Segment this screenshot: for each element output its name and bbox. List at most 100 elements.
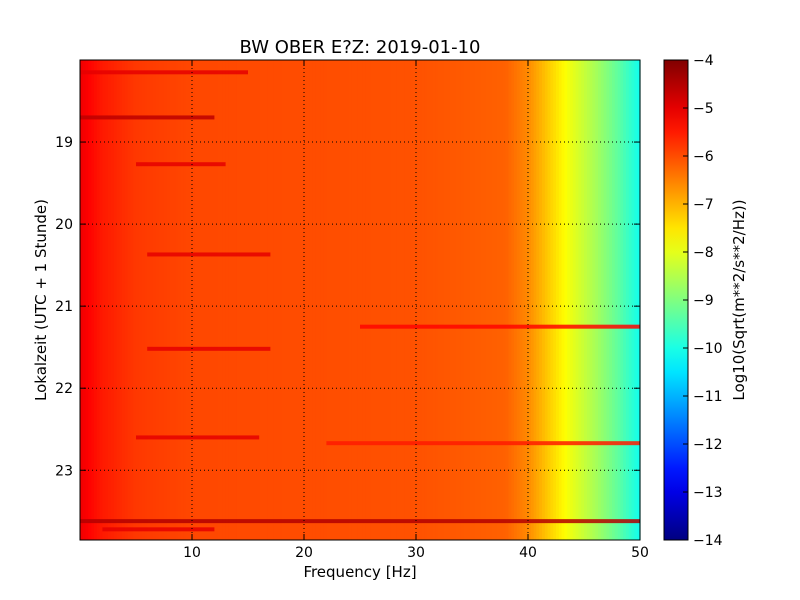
heatmap-column bbox=[600, 60, 605, 540]
heatmap-column bbox=[480, 60, 484, 540]
heatmap-column bbox=[116, 60, 120, 540]
y-tick-label: 23 bbox=[55, 463, 73, 479]
heatmap-features bbox=[80, 70, 640, 532]
x-tick-label: 40 bbox=[519, 545, 537, 561]
heatmap-column bbox=[488, 60, 493, 540]
heatmap-column bbox=[337, 60, 341, 540]
heatmap-column bbox=[460, 60, 465, 540]
heatmap-column bbox=[85, 60, 89, 540]
heatmap-column bbox=[264, 60, 269, 540]
heatmap-column bbox=[267, 60, 271, 540]
heatmap-column bbox=[158, 60, 162, 540]
chart-title: BW OBER E?Z: 2019-01-10 bbox=[240, 37, 481, 58]
heatmap-column bbox=[253, 60, 257, 540]
heatmap-cells bbox=[80, 60, 641, 540]
heatmap-column bbox=[502, 60, 507, 540]
heatmap-column bbox=[298, 60, 302, 540]
heatmap-column bbox=[259, 60, 263, 540]
heatmap-column bbox=[449, 60, 453, 540]
heatmap-column bbox=[248, 60, 252, 540]
heatmap-column bbox=[133, 60, 137, 540]
heatmap-column bbox=[525, 60, 529, 540]
heatmap-column bbox=[396, 60, 400, 540]
heatmap-column bbox=[446, 60, 451, 540]
heatmap-band bbox=[147, 346, 271, 351]
heatmap-column bbox=[455, 60, 459, 540]
heatmap-column bbox=[519, 60, 523, 540]
colorbar-tick-label: −7 bbox=[693, 197, 714, 213]
heatmap-column bbox=[323, 60, 327, 540]
heatmap-column bbox=[124, 60, 129, 540]
heatmap-band bbox=[360, 324, 640, 329]
heatmap-column bbox=[315, 60, 319, 540]
x-tick-label: 20 bbox=[295, 545, 313, 561]
heatmap-column bbox=[189, 60, 193, 540]
heatmap-column bbox=[368, 60, 372, 540]
heatmap-column bbox=[217, 60, 221, 540]
heatmap-column bbox=[197, 60, 201, 540]
heatmap-column bbox=[82, 60, 87, 540]
heatmap-column bbox=[155, 60, 159, 540]
heatmap-column bbox=[136, 60, 140, 540]
y-axis: 19 20 21 22 23 bbox=[55, 135, 640, 479]
grid-lines bbox=[80, 60, 640, 540]
heatmap-column bbox=[589, 60, 593, 540]
heatmap-column bbox=[122, 60, 126, 540]
heatmap-column bbox=[357, 60, 361, 540]
y-tick-label: 21 bbox=[55, 299, 73, 315]
heatmap-column bbox=[452, 60, 456, 540]
heatmap-column bbox=[245, 60, 249, 540]
heatmap-column bbox=[410, 60, 414, 540]
colorbar-tick-label: −12 bbox=[693, 437, 723, 453]
heatmap-column bbox=[469, 60, 473, 540]
x-tick-label: 10 bbox=[183, 545, 201, 561]
heatmap-column bbox=[256, 60, 260, 540]
heatmap-column bbox=[203, 60, 207, 540]
heatmap-column bbox=[508, 60, 512, 540]
heatmap-column bbox=[371, 60, 375, 540]
colorbar-tick-label: −14 bbox=[693, 533, 723, 549]
colorbar-tick-label: −8 bbox=[693, 245, 714, 261]
heatmap-column bbox=[393, 60, 397, 540]
heatmap-column bbox=[564, 60, 568, 540]
heatmap-column bbox=[220, 60, 224, 540]
heatmap-column bbox=[567, 60, 571, 540]
y-tick-label: 20 bbox=[55, 217, 73, 233]
heatmap-column bbox=[309, 60, 313, 540]
heatmap-column bbox=[463, 60, 467, 540]
heatmap-column bbox=[466, 60, 470, 540]
heatmap-column bbox=[250, 60, 255, 540]
heatmap-column bbox=[292, 60, 297, 540]
heatmap-column bbox=[231, 60, 235, 540]
heatmap-column bbox=[262, 60, 266, 540]
heatmap-band bbox=[147, 252, 271, 257]
heatmap-column bbox=[511, 60, 515, 540]
heatmap-band bbox=[80, 519, 640, 524]
heatmap-column bbox=[208, 60, 213, 540]
heatmap-column bbox=[164, 60, 168, 540]
heatmap-column bbox=[418, 60, 423, 540]
heatmap-column bbox=[329, 60, 333, 540]
heatmap-column bbox=[561, 60, 565, 540]
heatmap-column bbox=[628, 60, 633, 540]
heatmap-column bbox=[427, 60, 431, 540]
heatmap-column bbox=[304, 60, 308, 540]
heatmap-column bbox=[276, 60, 280, 540]
heatmap-column bbox=[105, 60, 109, 540]
y-axis-label: Lokalzeit (UTC + 1 Stunde) bbox=[32, 199, 50, 401]
heatmap-band bbox=[136, 435, 260, 440]
heatmap-column bbox=[382, 60, 386, 540]
heatmap-column bbox=[547, 60, 551, 540]
heatmap-column bbox=[500, 60, 504, 540]
heatmap-band bbox=[80, 70, 248, 75]
heatmap-column bbox=[225, 60, 229, 540]
heatmap-column bbox=[637, 60, 641, 540]
heatmap-column bbox=[166, 60, 171, 540]
heatmap-column bbox=[550, 60, 554, 540]
heatmap-column bbox=[161, 60, 165, 540]
heatmap-column bbox=[432, 60, 437, 540]
heatmap-column bbox=[113, 60, 117, 540]
heatmap-column bbox=[287, 60, 291, 540]
heatmap-column bbox=[365, 60, 369, 540]
heatmap-column bbox=[584, 60, 588, 540]
